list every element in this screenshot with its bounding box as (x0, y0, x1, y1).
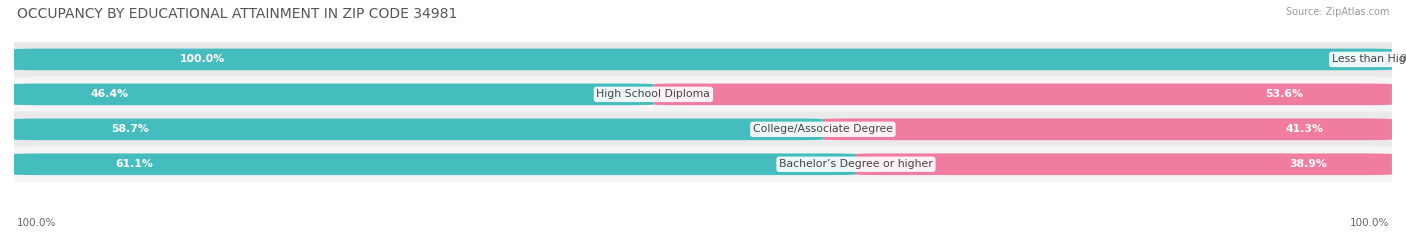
Text: 53.6%: 53.6% (1265, 89, 1303, 99)
FancyBboxPatch shape (856, 153, 1392, 175)
FancyBboxPatch shape (0, 147, 1406, 182)
FancyBboxPatch shape (823, 118, 1392, 140)
FancyBboxPatch shape (14, 83, 654, 105)
Text: High School Diploma: High School Diploma (596, 89, 710, 99)
FancyBboxPatch shape (14, 49, 1392, 70)
Text: 46.4%: 46.4% (91, 89, 129, 99)
Text: 61.1%: 61.1% (115, 159, 153, 169)
Text: Source: ZipAtlas.com: Source: ZipAtlas.com (1285, 7, 1389, 17)
FancyBboxPatch shape (654, 83, 1392, 105)
Text: Bachelor’s Degree or higher: Bachelor’s Degree or higher (779, 159, 932, 169)
Text: 0.0%: 0.0% (1399, 55, 1406, 64)
FancyBboxPatch shape (14, 153, 856, 175)
Text: College/Associate Degree: College/Associate Degree (752, 124, 893, 134)
Text: 41.3%: 41.3% (1285, 124, 1323, 134)
Text: 58.7%: 58.7% (111, 124, 149, 134)
Text: 38.9%: 38.9% (1289, 159, 1327, 169)
Text: Less than High School: Less than High School (1331, 55, 1406, 64)
Text: 100.0%: 100.0% (17, 218, 56, 228)
Legend: Owner-occupied, Renter-occupied: Owner-occupied, Renter-occupied (583, 230, 823, 233)
Text: OCCUPANCY BY EDUCATIONAL ATTAINMENT IN ZIP CODE 34981: OCCUPANCY BY EDUCATIONAL ATTAINMENT IN Z… (17, 7, 457, 21)
FancyBboxPatch shape (0, 76, 1406, 112)
FancyBboxPatch shape (0, 112, 1406, 147)
FancyBboxPatch shape (0, 41, 1406, 77)
Text: 100.0%: 100.0% (180, 55, 225, 64)
Text: 100.0%: 100.0% (1350, 218, 1389, 228)
FancyBboxPatch shape (14, 118, 823, 140)
